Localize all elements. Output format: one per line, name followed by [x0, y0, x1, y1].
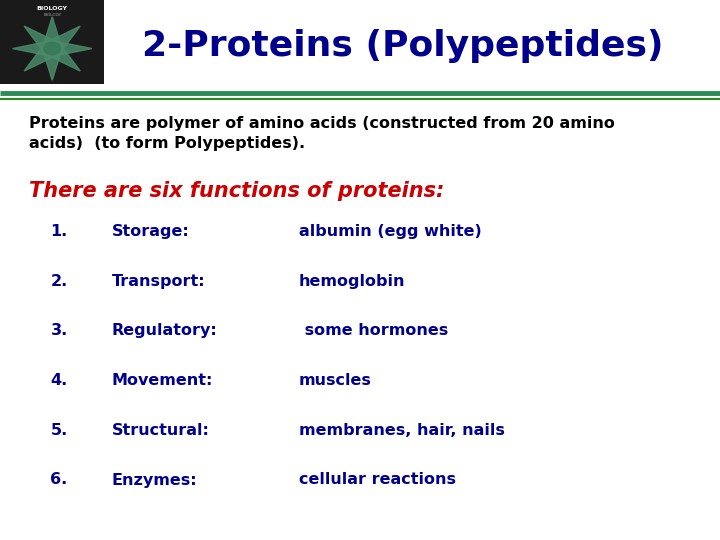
Text: Movement:: Movement: [112, 373, 213, 388]
Text: 4.: 4. [50, 373, 68, 388]
Text: muscles: muscles [299, 373, 372, 388]
Polygon shape [45, 43, 80, 71]
Text: cellular reactions: cellular reactions [299, 472, 456, 488]
Circle shape [44, 42, 60, 55]
Polygon shape [45, 26, 80, 54]
Text: Storage:: Storage: [112, 224, 189, 239]
Text: hemoglobin: hemoglobin [299, 274, 405, 289]
Text: 3.: 3. [50, 323, 68, 339]
Polygon shape [24, 26, 59, 54]
Text: Proteins are polymer of amino acids (constructed from 20 amino
acids)  (to form : Proteins are polymer of amino acids (con… [29, 116, 615, 152]
Text: 2.: 2. [50, 274, 68, 289]
Text: 5.: 5. [50, 423, 68, 438]
Text: Structural:: Structural: [112, 423, 210, 438]
Text: There are six functions of proteins:: There are six functions of proteins: [29, 181, 444, 201]
Polygon shape [24, 43, 59, 71]
Text: some hormones: some hormones [299, 323, 448, 339]
FancyBboxPatch shape [0, 0, 104, 84]
Text: Regulatory:: Regulatory: [112, 323, 217, 339]
Polygon shape [42, 49, 62, 80]
Text: 6.: 6. [50, 472, 68, 488]
Text: albumin (egg white): albumin (egg white) [299, 224, 482, 239]
Text: BIOLOGY: BIOLOGY [43, 12, 61, 17]
Polygon shape [52, 40, 92, 57]
Text: Enzymes:: Enzymes: [112, 472, 197, 488]
Text: BIOLOGY: BIOLOGY [37, 6, 68, 11]
Text: Transport:: Transport: [112, 274, 205, 289]
Polygon shape [42, 17, 62, 49]
Text: membranes, hair, nails: membranes, hair, nails [299, 423, 505, 438]
Polygon shape [12, 40, 52, 57]
Text: 2-Proteins (Polypeptides): 2-Proteins (Polypeptides) [143, 29, 664, 63]
Text: 1.: 1. [50, 224, 68, 239]
